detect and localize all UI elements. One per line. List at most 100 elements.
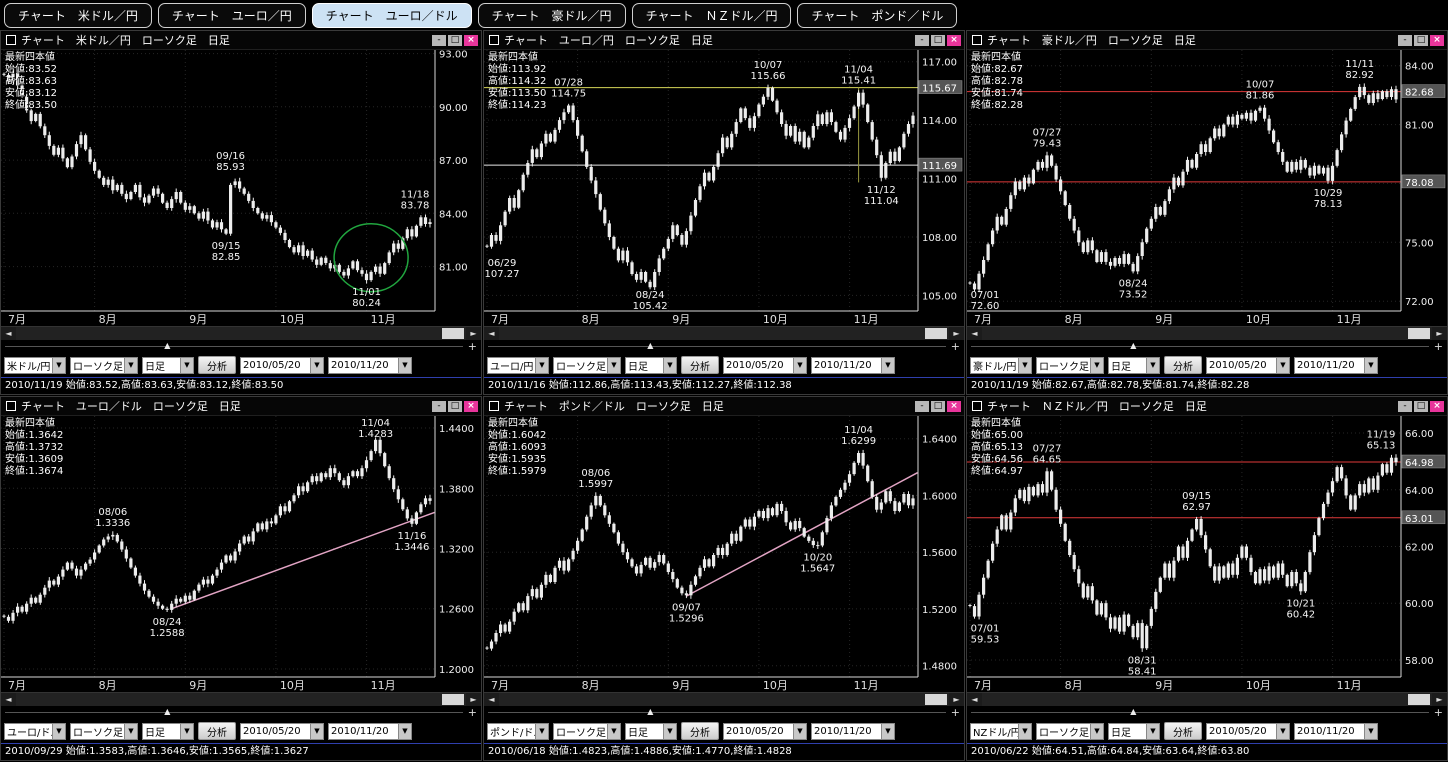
tab-chart-6[interactable]: チャート ポンド／ドル <box>797 2 958 28</box>
chevron-down-icon[interactable]: ▼ <box>52 723 65 739</box>
scrollbar-track[interactable] <box>982 693 1432 706</box>
chart-type-select[interactable]: ローソク足 ▼ <box>553 722 621 740</box>
scrollbar-thumb[interactable] <box>925 694 947 705</box>
chevron-down-icon[interactable]: ▼ <box>1018 357 1031 373</box>
window-titlebar[interactable]: チャート ユーロ／ドル ローソク足 日足 - □ × <box>1 397 481 416</box>
chart-area[interactable]: 最新四本値 始値:82.67 高値:82.78 安値:81.74 終値:82.2… <box>967 50 1447 326</box>
tab-chart-5[interactable]: チャート ＮＺドル／円 <box>631 2 792 28</box>
slider-handle-icon[interactable]: ▲ <box>647 341 654 350</box>
minimize-button[interactable]: - <box>915 400 929 412</box>
zoom-in-button[interactable]: + <box>1433 706 1443 719</box>
scrollbar-thumb[interactable] <box>1408 328 1430 339</box>
scroll-left-arrow[interactable]: ◄ <box>967 693 982 706</box>
chevron-down-icon[interactable]: ▼ <box>1018 723 1031 739</box>
close-button[interactable]: × <box>1430 400 1444 412</box>
minimize-button[interactable]: - <box>1398 34 1412 46</box>
scrollbar-thumb[interactable] <box>442 328 464 339</box>
scrollbar-track[interactable] <box>982 327 1432 340</box>
analyze-button[interactable]: 分析 <box>198 356 236 374</box>
pair-select[interactable]: ポンド/ドル ▼ <box>487 722 549 740</box>
chevron-down-icon[interactable]: ▼ <box>180 723 193 739</box>
chart-area[interactable]: 最新四本値 始値:113.92 高値:114.32 安値:113.50 終値:1… <box>484 50 964 326</box>
scrollbar-track[interactable] <box>16 693 466 706</box>
minimize-button[interactable]: - <box>1398 400 1412 412</box>
scroll-left-arrow[interactable]: ◄ <box>1 693 16 706</box>
chevron-down-icon[interactable]: ▼ <box>1146 723 1159 739</box>
chevron-down-icon[interactable]: ▼ <box>398 723 411 739</box>
scroll-right-arrow[interactable]: ► <box>949 693 964 706</box>
window-titlebar[interactable]: チャート 米ドル／円 ローソク足 日足 - □ × <box>1 31 481 50</box>
analyze-button[interactable]: 分析 <box>198 722 236 740</box>
scroll-left-arrow[interactable]: ◄ <box>1 327 16 340</box>
maximize-button[interactable]: □ <box>1414 34 1428 46</box>
scrollbar-track[interactable] <box>499 693 949 706</box>
minimize-button[interactable]: - <box>915 34 929 46</box>
slider-handle-icon[interactable]: ▲ <box>1130 707 1137 716</box>
scrollbar-thumb[interactable] <box>925 328 947 339</box>
chevron-down-icon[interactable]: ▼ <box>881 357 894 373</box>
analyze-button[interactable]: 分析 <box>1164 356 1202 374</box>
chart-type-select[interactable]: ローソク足 ▼ <box>70 356 138 374</box>
pair-select[interactable]: ユーロ/ドル ▼ <box>4 722 66 740</box>
scrollbar-thumb[interactable] <box>1408 694 1430 705</box>
zoom-slider[interactable]: ▲ + <box>484 340 964 353</box>
timeframe-select[interactable]: 日足 ▼ <box>625 722 677 740</box>
chevron-down-icon[interactable]: ▼ <box>1090 723 1103 739</box>
tab-chart-2[interactable]: チャート ユーロ／円 <box>157 2 306 28</box>
date-to-select[interactable]: 2010/11/20 ▼ <box>811 722 895 740</box>
date-to-select[interactable]: 2010/11/20 ▼ <box>1294 722 1378 740</box>
window-titlebar[interactable]: チャート ユーロ／円 ローソク足 日足 - □ × <box>484 31 964 50</box>
tab-chart-1[interactable]: チャート 米ドル／円 <box>4 2 152 28</box>
maximize-button[interactable]: □ <box>931 34 945 46</box>
scroll-right-arrow[interactable]: ► <box>466 327 481 340</box>
chevron-down-icon[interactable]: ▼ <box>310 357 323 373</box>
chevron-down-icon[interactable]: ▼ <box>663 357 676 373</box>
date-from-select[interactable]: 2010/05/20 ▼ <box>240 722 324 740</box>
date-from-select[interactable]: 2010/05/20 ▼ <box>723 356 807 374</box>
tab-chart-4[interactable]: チャート 豪ドル／円 <box>477 2 626 28</box>
date-from-select[interactable]: 2010/05/20 ▼ <box>723 722 807 740</box>
maximize-button[interactable]: □ <box>1414 400 1428 412</box>
chart-type-select[interactable]: ローソク足 ▼ <box>1036 356 1104 374</box>
chevron-down-icon[interactable]: ▼ <box>124 723 137 739</box>
zoom-slider[interactable]: ▲ + <box>967 340 1447 353</box>
window-titlebar[interactable]: チャート ポンド／ドル ローソク足 日足 - □ × <box>484 397 964 416</box>
scroll-right-arrow[interactable]: ► <box>466 693 481 706</box>
close-button[interactable]: × <box>464 34 478 46</box>
chevron-down-icon[interactable]: ▼ <box>1146 357 1159 373</box>
chevron-down-icon[interactable]: ▼ <box>1090 357 1103 373</box>
scroll-left-arrow[interactable]: ◄ <box>484 693 499 706</box>
maximize-button[interactable]: □ <box>448 34 462 46</box>
chevron-down-icon[interactable]: ▼ <box>607 357 620 373</box>
date-to-select[interactable]: 2010/11/20 ▼ <box>328 722 412 740</box>
chart-area[interactable]: 最新四本値 始値:83.52 高値:83.63 安値:83.12 終値:83.5… <box>1 50 481 326</box>
timeframe-select[interactable]: 日足 ▼ <box>1108 356 1160 374</box>
slider-handle-icon[interactable]: ▲ <box>1130 341 1137 350</box>
zoom-slider[interactable]: ▲ + <box>967 706 1447 719</box>
tab-chart-3[interactable]: チャート ユーロ／ドル <box>311 2 472 28</box>
zoom-in-button[interactable]: + <box>950 706 960 719</box>
timeframe-select[interactable]: 日足 ▼ <box>625 356 677 374</box>
chevron-down-icon[interactable]: ▼ <box>1276 357 1289 373</box>
zoom-in-button[interactable]: + <box>467 706 477 719</box>
date-to-select[interactable]: 2010/11/20 ▼ <box>1294 356 1378 374</box>
zoom-in-button[interactable]: + <box>1433 340 1443 353</box>
timeframe-select[interactable]: 日足 ▼ <box>142 356 194 374</box>
chevron-down-icon[interactable]: ▼ <box>535 357 548 373</box>
scrollbar-track[interactable] <box>16 327 466 340</box>
close-button[interactable]: × <box>464 400 478 412</box>
chart-type-select[interactable]: ローソク足 ▼ <box>1036 722 1104 740</box>
scrollbar-track[interactable] <box>499 327 949 340</box>
chevron-down-icon[interactable]: ▼ <box>607 723 620 739</box>
chevron-down-icon[interactable]: ▼ <box>52 357 65 373</box>
scrollbar-thumb[interactable] <box>442 694 464 705</box>
zoom-slider[interactable]: ▲ + <box>1 340 481 353</box>
maximize-button[interactable]: □ <box>931 400 945 412</box>
chart-area[interactable]: 最新四本値 始値:65.00 高値:65.13 安値:64.56 終値:64.9… <box>967 416 1447 692</box>
pair-select[interactable]: 豪ドル/円 ▼ <box>970 356 1032 374</box>
analyze-button[interactable]: 分析 <box>681 722 719 740</box>
zoom-in-button[interactable]: + <box>467 340 477 353</box>
close-button[interactable]: × <box>1430 34 1444 46</box>
chevron-down-icon[interactable]: ▼ <box>180 357 193 373</box>
chevron-down-icon[interactable]: ▼ <box>535 723 548 739</box>
